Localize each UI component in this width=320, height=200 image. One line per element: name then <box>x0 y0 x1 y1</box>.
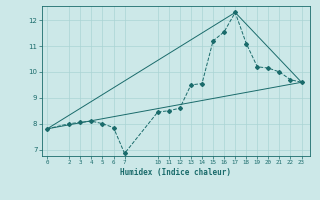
X-axis label: Humidex (Indice chaleur): Humidex (Indice chaleur) <box>121 168 231 177</box>
